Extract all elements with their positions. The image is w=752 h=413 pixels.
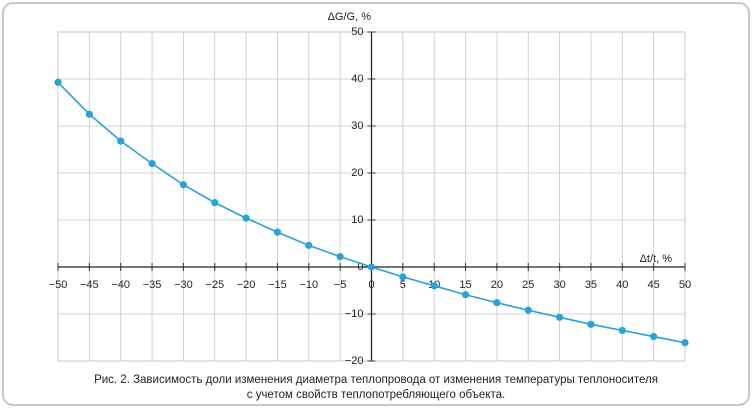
data-point	[587, 320, 595, 328]
x-tick-label: −45	[80, 279, 99, 291]
x-tick-label: −50	[49, 279, 68, 291]
x-tick-label: 40	[616, 279, 628, 291]
data-point	[556, 313, 564, 321]
x-tick-label: 5	[400, 279, 406, 291]
x-tick-label: −5	[334, 279, 347, 291]
y-tick-label: −20	[345, 355, 364, 367]
x-tick-label: 25	[522, 279, 534, 291]
frame	[2, 2, 750, 406]
x-tick-label: 35	[585, 279, 597, 291]
data-point	[242, 214, 250, 222]
data-point	[399, 273, 407, 281]
data-point	[305, 241, 313, 249]
data-point	[430, 282, 438, 290]
data-point	[461, 291, 470, 299]
data-point	[85, 110, 93, 118]
x-tick-label: 45	[648, 279, 660, 291]
x-axis-label: Δt/t, %	[640, 253, 673, 265]
x-tick-label: −25	[205, 279, 224, 291]
x-tick-label: −30	[174, 279, 193, 291]
data-point	[493, 299, 501, 307]
x-tick-label: 50	[679, 279, 691, 291]
x-tick-label: −20	[237, 279, 256, 291]
data-point	[650, 332, 658, 341]
y-axis-label: ΔG/G, %	[328, 11, 372, 23]
y-tick-label: 40	[351, 73, 363, 85]
data-point	[179, 181, 187, 189]
data-point	[618, 326, 626, 335]
x-tick-label: 30	[553, 279, 565, 291]
x-tick-label: 15	[459, 279, 471, 291]
x-tick-label: −10	[299, 279, 318, 291]
y-tick-label: 30	[351, 120, 363, 132]
x-tick-label: −35	[143, 279, 162, 291]
x-tick-label: 20	[491, 279, 503, 291]
data-point	[211, 199, 219, 207]
data-point	[148, 160, 156, 168]
x-tick-label: −15	[268, 279, 287, 291]
data-point	[681, 339, 689, 347]
data-point	[524, 306, 532, 314]
data-point	[54, 78, 62, 86]
y-tick-label: 20	[351, 167, 363, 179]
y-tick-label: −10	[345, 308, 364, 320]
caption: с учетом свойств теплопотребляющего объе…	[247, 389, 505, 401]
y-tick-label: 10	[351, 214, 363, 226]
data-point	[367, 263, 376, 271]
x-tick-label: −40	[111, 279, 130, 291]
caption: Рис. 2. Зависимость доли изменения диаме…	[94, 374, 658, 386]
data-point	[117, 137, 125, 145]
y-tick-label: 50	[351, 26, 363, 38]
data-point	[273, 228, 282, 236]
data-point	[336, 253, 344, 261]
